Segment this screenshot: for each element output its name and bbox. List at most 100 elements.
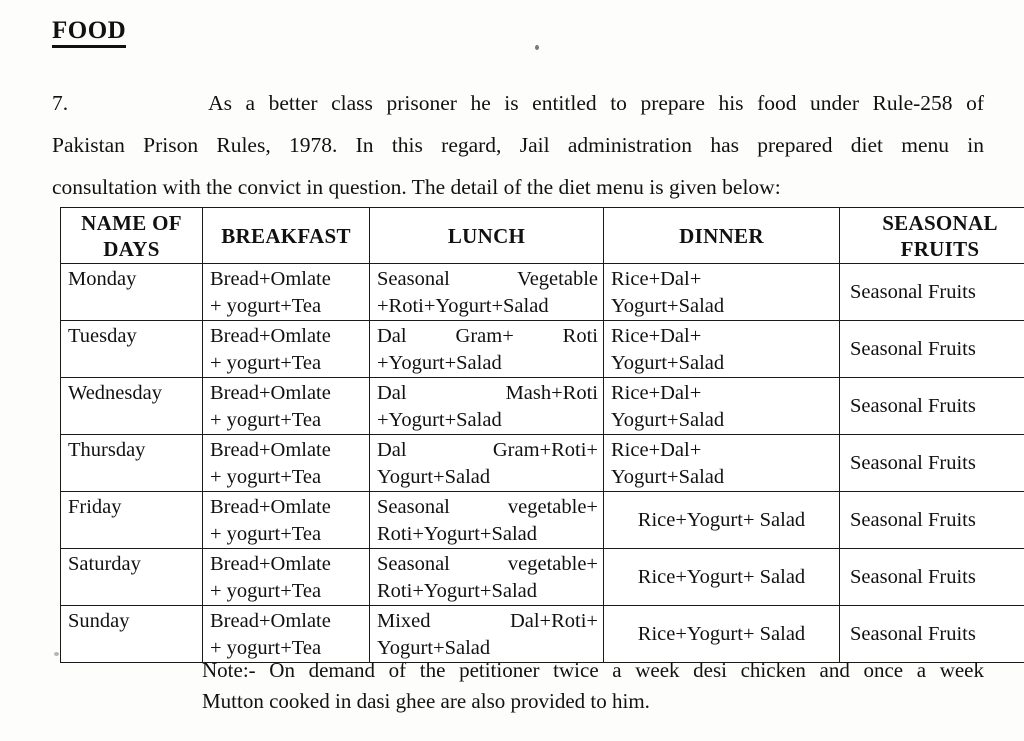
cell-lunch: Dal Mash+Roti +Yogurt+Salad <box>369 377 604 435</box>
scan-speck-icon <box>535 45 539 50</box>
column-header-breakfast: BREAKFAST <box>202 207 370 264</box>
cell-lunch: Dal Gram+Roti+ Yogurt+Salad <box>369 434 604 492</box>
cell-lunch: Seasonal vegetable+ Roti+Yogurt+Salad <box>369 491 604 549</box>
cell-fruits-text: Seasonal Fruits <box>850 565 976 588</box>
cell-fruits: Seasonal Fruits <box>839 491 1024 549</box>
column-header-day-line2: DAYS <box>103 236 160 261</box>
cell-lunch-text: Seasonal vegetable+ Roti+Yogurt+Salad <box>370 492 603 548</box>
cell-dinner-text: Rice+Dal+ Yogurt+Salad <box>604 264 839 320</box>
cell-breakfast-line2: + yogurt+Tea <box>210 295 322 317</box>
cell-day-text: Friday <box>68 496 122 518</box>
cell-fruits-text: Seasonal Fruits <box>850 451 976 474</box>
cell-lunch-text: Mixed Dal+Roti+ Yogurt+Salad <box>370 606 603 662</box>
column-header-day-line1: NAME OF <box>81 210 182 235</box>
cell-dinner: Rice+Dal+ Yogurt+Salad <box>603 263 840 321</box>
cell-dinner-line1: Rice+Dal+ <box>611 439 702 461</box>
cell-lunch-text: Seasonal Vegetable +Roti+Yogurt+Salad <box>370 264 603 320</box>
cell-day: Monday <box>60 263 203 321</box>
note-line-1: Note:- On demand of the petitioner twice… <box>202 658 984 682</box>
table-row: Monday Bread+Omlate + yogurt+Tea Seasonal V… <box>60 263 1024 321</box>
cell-lunch: Seasonal vegetable+ Roti+Yogurt+Salad <box>369 548 604 606</box>
cell-lunch-text: Dal Gram+ Roti +Yogurt+Salad <box>370 321 603 377</box>
cell-lunch-line1: Dal Gram+Roti+ <box>377 439 598 461</box>
diet-menu-table: NAME OF DAYS BREAKFAST LUNCH DINNER SEAS… <box>60 207 1024 663</box>
cell-breakfast-line1: Bread+Omlate <box>210 439 331 461</box>
cell-fruits-text: Seasonal Fruits <box>850 337 976 360</box>
cell-breakfast: Bread+Omlate + yogurt+Tea <box>202 320 370 378</box>
cell-dinner: Rice+Dal+ Yogurt+Salad <box>603 320 840 378</box>
cell-fruits: Seasonal Fruits <box>839 377 1024 435</box>
cell-dinner: Rice+Yogurt+ Salad <box>603 491 840 549</box>
cell-day: Thursday <box>60 434 203 492</box>
cell-breakfast: Bread+Omlate + yogurt+Tea <box>202 491 370 549</box>
cell-fruits: Seasonal Fruits <box>839 434 1024 492</box>
column-header-fruits-line1: SEASONAL <box>882 210 998 235</box>
cell-dinner-line1: Rice+Dal+ <box>611 325 702 347</box>
cell-dinner-text: Rice+Yogurt+ Salad <box>637 565 806 588</box>
cell-breakfast-text: Bread+Omlate + yogurt+Tea <box>203 435 369 491</box>
cell-lunch-line2: +Roti+Yogurt+Salad <box>377 295 549 317</box>
cell-breakfast-line1: Bread+Omlate <box>210 268 331 290</box>
cell-lunch-line2: +Yogurt+Salad <box>377 352 502 374</box>
cell-dinner-line1: Rice+Dal+ <box>611 268 702 290</box>
table-body: Monday Bread+Omlate + yogurt+Tea Seasonal V… <box>60 263 1024 663</box>
cell-breakfast: Bread+Omlate + yogurt+Tea <box>202 377 370 435</box>
cell-lunch: Dal Gram+ Roti +Yogurt+Salad <box>369 320 604 378</box>
cell-breakfast-text: Bread+Omlate + yogurt+Tea <box>203 606 369 662</box>
cell-breakfast-text: Bread+Omlate + yogurt+Tea <box>203 492 369 548</box>
cell-day-text: Tuesday <box>68 325 137 347</box>
cell-lunch-line1: Mixed Dal+Roti+ <box>377 610 598 632</box>
cell-breakfast: Bread+Omlate + yogurt+Tea <box>202 548 370 606</box>
cell-day: Saturday <box>60 548 203 606</box>
paragraph-block: 7. As a better class prisoner he is entit… <box>52 82 984 208</box>
cell-breakfast-line1: Bread+Omlate <box>210 496 331 518</box>
cell-fruits-text: Seasonal Fruits <box>850 394 976 417</box>
cell-lunch-text: Dal Gram+Roti+ Yogurt+Salad <box>370 435 603 491</box>
cell-breakfast: Bread+Omlate + yogurt+Tea <box>202 434 370 492</box>
cell-day: Sunday <box>60 605 203 663</box>
cell-breakfast: Bread+Omlate + yogurt+Tea <box>202 605 370 663</box>
table-row: Saturday Bread+Omlate + yogurt+Tea Seasonal… <box>60 548 1024 606</box>
cell-lunch-text: Dal Mash+Roti +Yogurt+Salad <box>370 378 603 434</box>
cell-lunch-line2: +Yogurt+Salad <box>377 409 502 431</box>
cell-fruits: Seasonal Fruits <box>839 320 1024 378</box>
paragraph-number: 7. <box>52 91 69 115</box>
cell-dinner-line2: Yogurt+Salad <box>611 466 725 488</box>
cell-dinner-text: Rice+Dal+ Yogurt+Salad <box>604 378 839 434</box>
cell-fruits: Seasonal Fruits <box>839 263 1024 321</box>
cell-breakfast-line2: + yogurt+Tea <box>210 523 322 545</box>
cell-lunch: Seasonal Vegetable +Roti+Yogurt+Salad <box>369 263 604 321</box>
cell-breakfast-text: Bread+Omlate + yogurt+Tea <box>203 378 369 434</box>
table-row: Thursday Bread+Omlate + yogurt+Tea Dal Gram… <box>60 434 1024 492</box>
cell-fruits-text: Seasonal Fruits <box>850 508 976 531</box>
cell-breakfast-line2: + yogurt+Tea <box>210 637 322 659</box>
cell-lunch-line2: Roti+Yogurt+Salad <box>377 523 538 545</box>
scan-speck-icon <box>54 652 59 656</box>
paragraph-text-1: As a better class prisoner he is entitle… <box>208 91 984 115</box>
cell-lunch-text: Seasonal vegetable+ Roti+Yogurt+Salad <box>370 549 603 605</box>
cell-dinner-text: Rice+Dal+ Yogurt+Salad <box>604 435 839 491</box>
column-header-day: NAME OF DAYS <box>60 207 203 264</box>
table-row: Friday Bread+Omlate + yogurt+Tea Seasonal v… <box>60 491 1024 549</box>
cell-day-text: Thursday <box>68 439 146 461</box>
cell-breakfast-line2: + yogurt+Tea <box>210 352 322 374</box>
cell-breakfast-line2: + yogurt+Tea <box>210 580 322 602</box>
cell-fruits-text: Seasonal Fruits <box>850 280 976 303</box>
cell-lunch-line1: Seasonal vegetable+ <box>377 553 598 575</box>
table-header: NAME OF DAYS BREAKFAST LUNCH DINNER SEAS… <box>60 207 1024 264</box>
cell-dinner: Rice+Dal+ Yogurt+Salad <box>603 377 840 435</box>
cell-lunch-line1: Dal Mash+Roti <box>377 382 598 404</box>
cell-dinner-line2: Yogurt+Salad <box>611 352 725 374</box>
cell-lunch-line1: Seasonal vegetable+ <box>377 496 598 518</box>
paragraph-line-2: Pakistan Prison Rules, 1978. In this reg… <box>52 133 984 157</box>
cell-breakfast-text: Bread+Omlate + yogurt+Tea <box>203 321 369 377</box>
cell-dinner-text: Rice+Yogurt+ Salad <box>637 508 806 531</box>
column-header-dinner: DINNER <box>603 207 840 264</box>
cell-lunch-line2: Yogurt+Salad <box>377 466 491 488</box>
cell-breakfast-line1: Bread+Omlate <box>210 553 331 575</box>
cell-lunch-line1: Dal Gram+ Roti <box>377 325 598 347</box>
cell-day: Wednesday <box>60 377 203 435</box>
cell-dinner: Rice+Dal+ Yogurt+Salad <box>603 434 840 492</box>
cell-dinner-text: Rice+Yogurt+ Salad <box>637 622 806 645</box>
cell-breakfast-line2: + yogurt+Tea <box>210 466 322 488</box>
